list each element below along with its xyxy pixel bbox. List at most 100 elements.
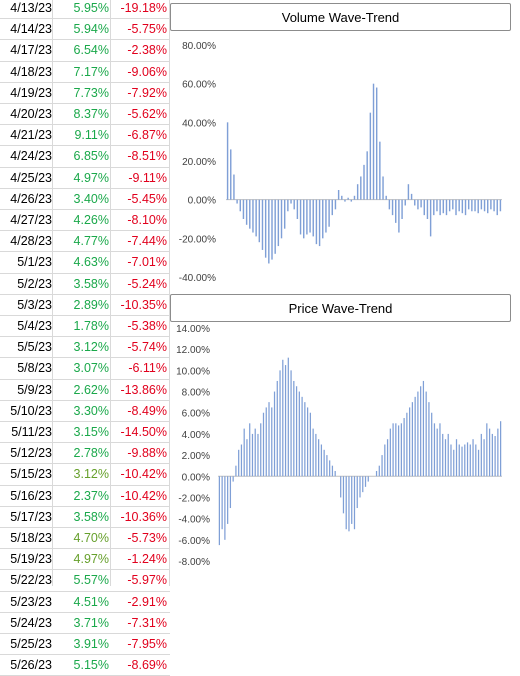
negative-percent-cell[interactable]: -5.38%: [127, 319, 167, 333]
negative-percent-cell[interactable]: -7.92%: [127, 85, 167, 100]
percent-cell[interactable]: 1.78%: [73, 319, 109, 333]
negative-percent-cell[interactable]: -10.42%: [120, 467, 167, 482]
date-cell[interactable]: 4/14/23: [10, 22, 52, 37]
percent-cell[interactable]: 5.94%: [73, 22, 109, 37]
negative-percent-cell[interactable]: -6.87%: [127, 128, 167, 143]
date-cell[interactable]: 5/25/23: [10, 637, 52, 651]
negative-percent-cell[interactable]: -5.75%: [127, 22, 167, 37]
negative-percent-cell[interactable]: -19.18%: [120, 1, 167, 15]
percent-cell[interactable]: 3.07%: [73, 361, 109, 376]
negative-percent-cell[interactable]: -5.74%: [127, 340, 167, 355]
percent-cell[interactable]: 4.77%: [73, 234, 109, 249]
negative-percent-cell[interactable]: -5.73%: [127, 531, 167, 545]
percent-cell[interactable]: 4.70%: [73, 531, 109, 545]
date-cell[interactable]: 4/21/23: [10, 128, 52, 143]
date-cell[interactable]: 5/4/23: [17, 319, 52, 333]
percent-cell[interactable]: 5.95%: [73, 1, 109, 15]
negative-percent-cell[interactable]: -10.35%: [120, 297, 167, 312]
date-cell[interactable]: 5/2/23: [17, 276, 52, 291]
date-cell[interactable]: 5/1/23: [17, 255, 52, 270]
date-cell[interactable]: 5/23/23: [10, 594, 52, 609]
percent-cell[interactable]: 2.78%: [73, 446, 109, 461]
negative-percent-cell[interactable]: -5.45%: [127, 191, 167, 206]
date-cell[interactable]: 5/3/23: [17, 297, 52, 312]
negative-percent-cell[interactable]: -8.51%: [127, 149, 167, 164]
date-cell[interactable]: 4/27/23: [10, 213, 52, 227]
negative-percent-cell[interactable]: -8.10%: [127, 213, 167, 227]
percent-cell[interactable]: 6.54%: [73, 43, 109, 58]
date-cell[interactable]: 4/17/23: [10, 43, 52, 58]
negative-percent-cell[interactable]: -5.24%: [127, 276, 167, 291]
negative-percent-cell[interactable]: -2.91%: [127, 594, 167, 609]
percent-cell[interactable]: 2.89%: [73, 297, 109, 312]
date-cell[interactable]: 4/18/23: [10, 64, 52, 79]
date-cell[interactable]: 5/11/23: [11, 425, 52, 439]
date-cell[interactable]: 4/19/23: [10, 85, 52, 100]
bar: [447, 433, 449, 477]
date-cell[interactable]: 5/22/23: [10, 573, 52, 588]
percent-cell[interactable]: 9.11%: [74, 128, 109, 143]
percent-cell[interactable]: 5.15%: [73, 658, 109, 673]
date-cell[interactable]: 4/26/23: [10, 191, 52, 206]
percent-cell[interactable]: 3.15%: [73, 425, 109, 439]
date-cell[interactable]: 4/13/23: [10, 1, 52, 15]
percent-cell[interactable]: 3.30%: [73, 403, 109, 418]
negative-percent-cell[interactable]: -8.69%: [127, 658, 167, 673]
date-cell[interactable]: 5/17/23: [10, 509, 52, 524]
negative-percent-cell[interactable]: -5.97%: [127, 573, 167, 588]
percent-cell[interactable]: 4.97%: [73, 170, 109, 185]
percent-cell[interactable]: 3.12%: [73, 467, 109, 482]
negative-percent-cell[interactable]: -13.86%: [120, 382, 167, 397]
date-cell[interactable]: 5/16/23: [10, 488, 52, 503]
negative-percent-cell[interactable]: -9.88%: [127, 446, 167, 461]
negative-percent-cell[interactable]: -7.31%: [127, 615, 167, 630]
percent-cell[interactable]: 6.85%: [73, 149, 109, 164]
date-cell[interactable]: 4/28/23: [10, 234, 52, 249]
date-cell[interactable]: 5/8/23: [17, 361, 52, 376]
date-cell[interactable]: 5/10/23: [10, 403, 52, 418]
percent-cell[interactable]: 3.58%: [73, 509, 109, 524]
negative-percent-cell[interactable]: -10.36%: [120, 509, 167, 524]
percent-cell[interactable]: 2.37%: [73, 488, 109, 503]
date-cell[interactable]: 5/15/23: [10, 467, 52, 482]
percent-cell[interactable]: 3.40%: [73, 191, 109, 206]
negative-percent-cell[interactable]: -6.11%: [128, 361, 167, 376]
percent-cell[interactable]: 3.71%: [73, 615, 109, 630]
negative-percent-cell[interactable]: -9.11%: [128, 170, 167, 185]
percent-cell[interactable]: 4.51%: [73, 594, 109, 609]
date-cell[interactable]: 4/20/23: [10, 107, 52, 121]
percent-cell[interactable]: 5.57%: [73, 573, 109, 588]
date-cell[interactable]: 5/19/23: [10, 552, 52, 567]
percent-cell[interactable]: 3.91%: [73, 637, 109, 651]
negative-percent-cell[interactable]: -10.42%: [120, 488, 167, 503]
percent-cell[interactable]: 3.12%: [73, 340, 109, 355]
percent-cell[interactable]: 4.26%: [73, 213, 109, 227]
date-cell[interactable]: 5/5/23: [17, 340, 52, 355]
date-cell[interactable]: 5/26/23: [10, 658, 52, 673]
volume-chart[interactable]: Volume Wave-Trend 80.00% 60.00% 40.00% 20.0…: [170, 3, 511, 290]
negative-percent-cell[interactable]: -7.44%: [127, 234, 167, 249]
negative-percent-cell[interactable]: -2.38%: [127, 43, 167, 58]
date-cell[interactable]: 4/25/23: [10, 170, 52, 185]
percent-cell[interactable]: 4.97%: [73, 552, 109, 567]
percent-cell[interactable]: 8.37%: [73, 107, 109, 121]
percent-cell[interactable]: 3.58%: [73, 276, 109, 291]
percent-cell[interactable]: 7.17%: [73, 64, 109, 79]
date-cell[interactable]: 4/24/23: [10, 149, 52, 164]
negative-percent-cell[interactable]: -8.49%: [127, 403, 167, 418]
negative-percent-cell[interactable]: -5.62%: [127, 107, 167, 121]
negative-percent-cell[interactable]: -7.95%: [127, 637, 167, 651]
bar: [475, 444, 477, 477]
percent-cell[interactable]: 2.62%: [73, 382, 109, 397]
negative-percent-cell[interactable]: -14.50%: [120, 425, 167, 439]
price-chart[interactable]: Price Wave-Trend 14.00% 12.00% 10.00% 8.00%…: [170, 294, 511, 586]
percent-cell[interactable]: 4.63%: [73, 255, 109, 270]
negative-percent-cell[interactable]: -1.24%: [127, 552, 167, 567]
percent-cell[interactable]: 7.73%: [73, 85, 109, 100]
date-cell[interactable]: 5/24/23: [10, 615, 52, 630]
date-cell[interactable]: 5/9/23: [17, 382, 52, 397]
negative-percent-cell[interactable]: -7.01%: [127, 255, 167, 270]
date-cell[interactable]: 5/12/23: [10, 446, 52, 461]
negative-percent-cell[interactable]: -9.06%: [127, 64, 167, 79]
date-cell[interactable]: 5/18/23: [10, 531, 52, 545]
